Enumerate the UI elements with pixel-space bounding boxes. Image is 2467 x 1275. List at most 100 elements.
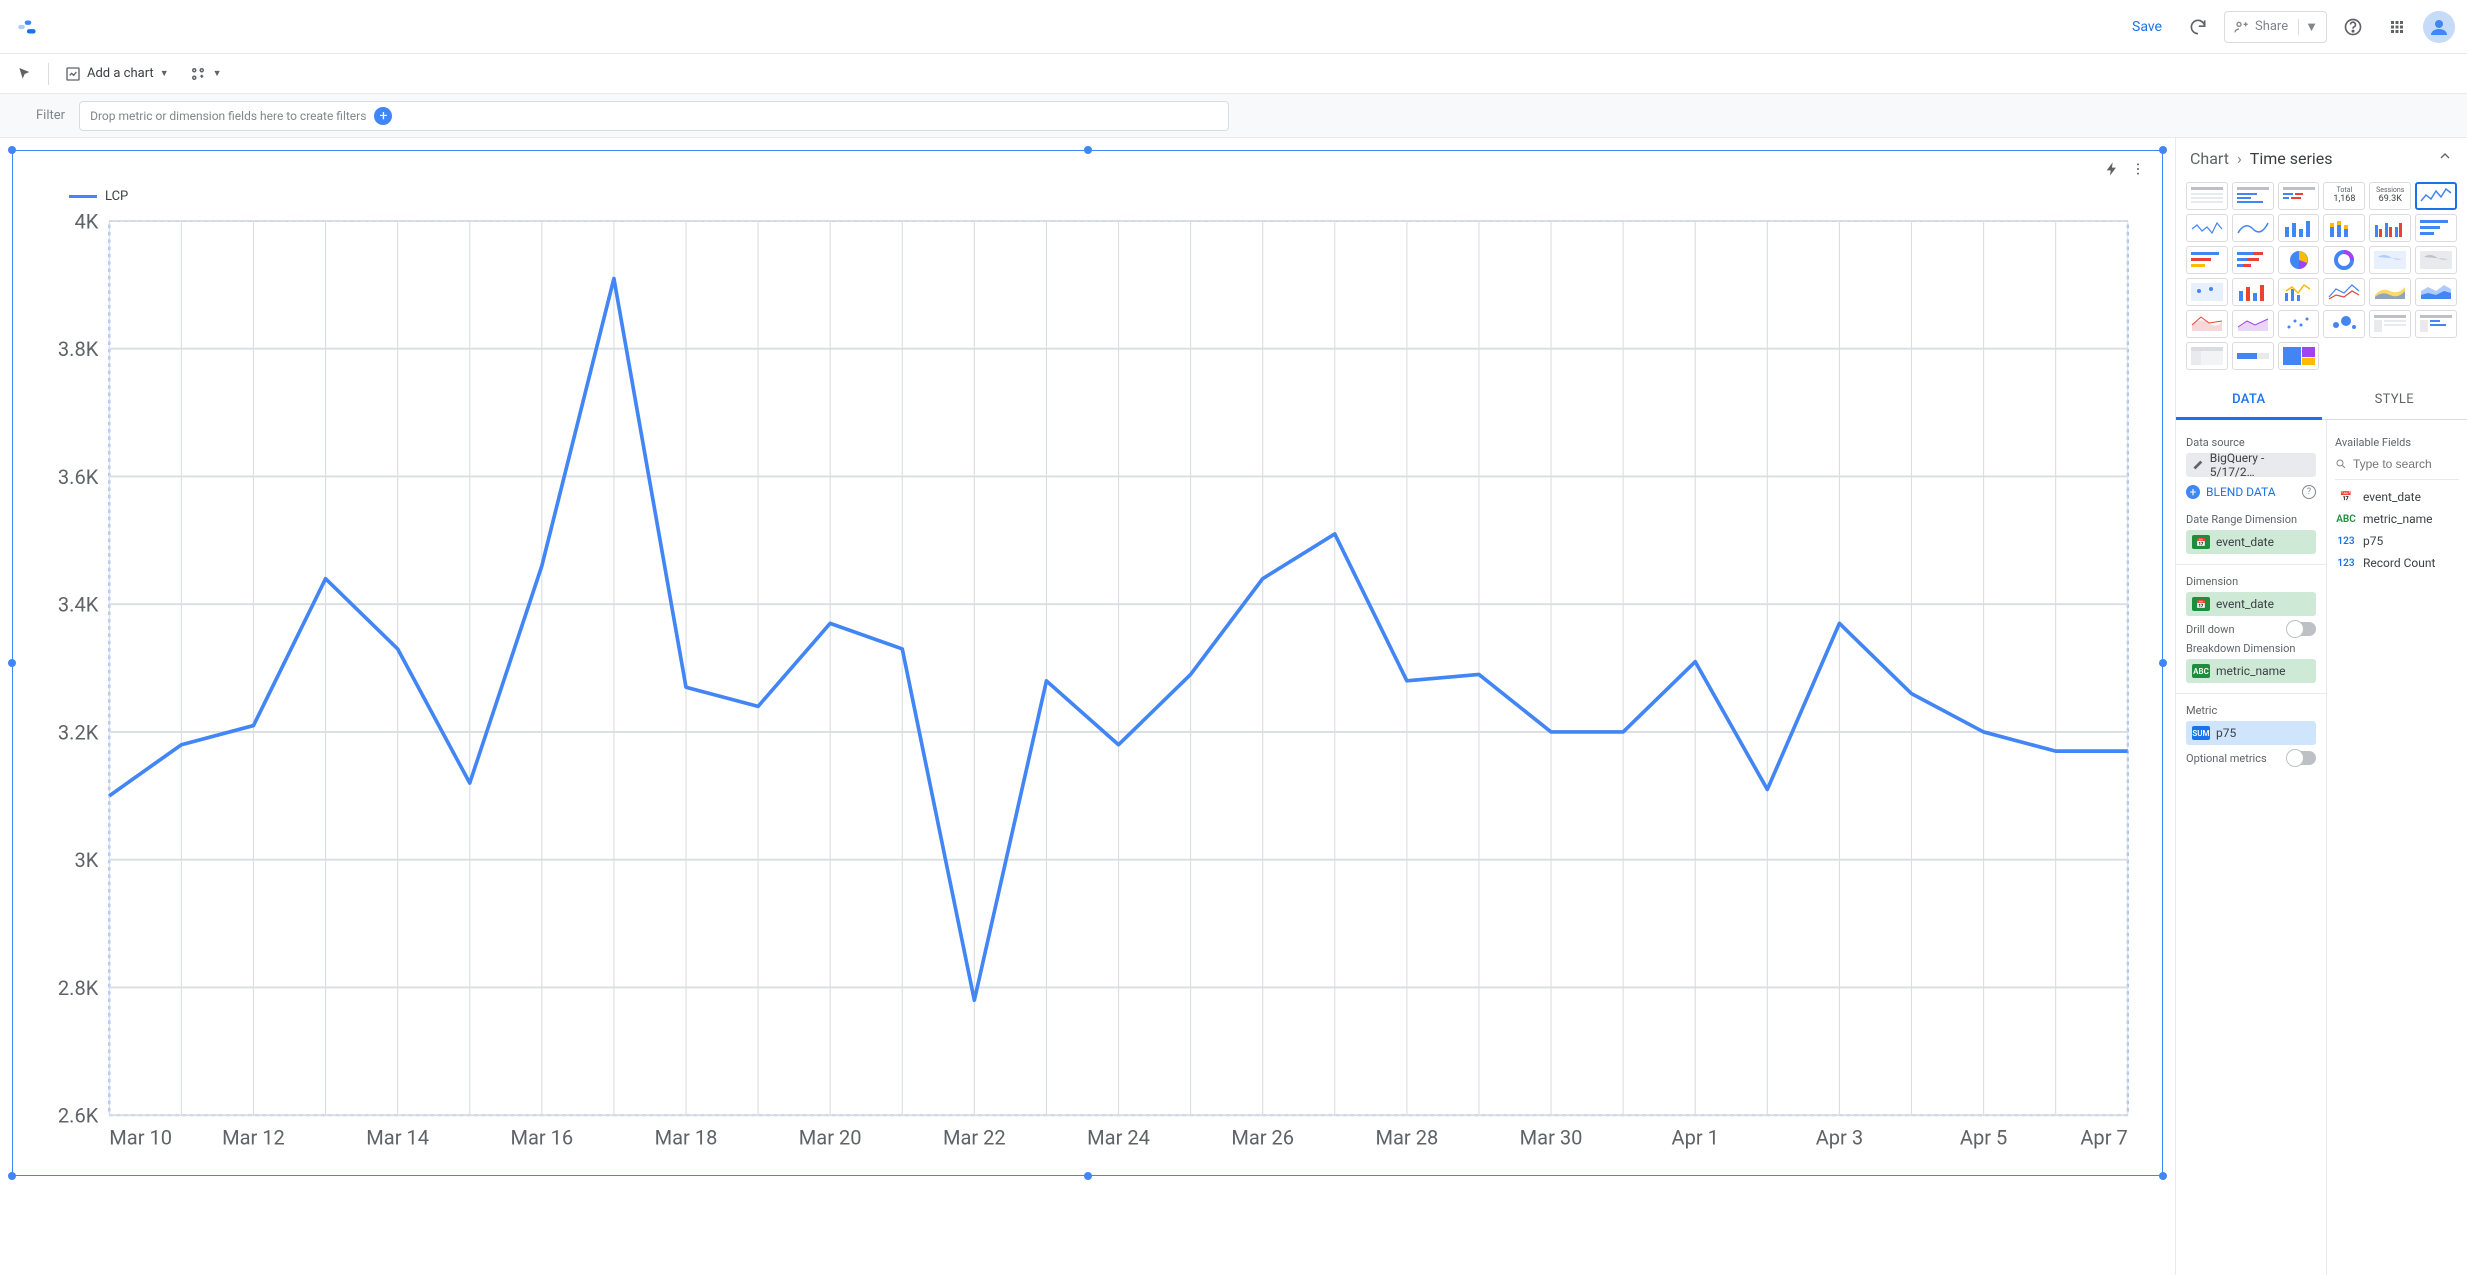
gallery-area-3[interactable] — [2232, 310, 2274, 338]
gallery-table-3[interactable] — [2278, 182, 2320, 210]
gallery-donut[interactable] — [2323, 246, 2365, 274]
chevron-right-icon: › — [2237, 149, 2242, 168]
field-row[interactable]: 123p75 — [2335, 530, 2459, 552]
gallery-pivot-3[interactable] — [2186, 342, 2228, 370]
section-dimension: Dimension — [2186, 575, 2316, 588]
gallery-line-selected[interactable] — [2415, 182, 2457, 210]
add-filter-icon[interactable]: + — [374, 107, 392, 125]
gallery-area-stacked[interactable] — [2415, 278, 2457, 306]
save-button[interactable]: Save — [2122, 13, 2172, 41]
chart-selection[interactable]: LCP 2.6K2.8K3K3.2K3.4K3.6K3.8K4KMar 10Ma… — [12, 150, 2163, 1176]
field-name: metric_name — [2363, 512, 2433, 526]
resize-handle[interactable] — [8, 146, 16, 154]
share-button[interactable]: Share ▼ — [2224, 11, 2327, 43]
gallery-scorecard-total[interactable]: Total1,168 — [2323, 182, 2365, 210]
filter-dropzone[interactable]: Drop metric or dimension fields here to … — [79, 101, 1229, 131]
fields-search-input[interactable] — [2353, 453, 2459, 475]
gallery-sparkline[interactable] — [2186, 214, 2228, 242]
field-row[interactable]: 📅event_date — [2335, 486, 2459, 508]
svg-text:Mar 24: Mar 24 — [1087, 1125, 1150, 1149]
gallery-bullet[interactable] — [2232, 342, 2274, 370]
add-control-button[interactable]: ▼ — [181, 59, 230, 89]
gallery-multi-line[interactable] — [2323, 278, 2365, 306]
gallery-hbar-stacked[interactable] — [2232, 246, 2274, 274]
chevron-down-icon: ▼ — [213, 68, 222, 79]
gallery-hbar[interactable] — [2415, 214, 2457, 242]
data-source-chip[interactable]: BigQuery - 5/17/2… — [2186, 453, 2316, 477]
select-tool[interactable] — [8, 59, 40, 89]
help-icon[interactable]: ? — [2302, 485, 2316, 499]
resize-handle[interactable] — [1084, 146, 1092, 154]
more-icon[interactable] — [2130, 161, 2146, 181]
data-column: Data source BigQuery - 5/17/2… + BLEND D… — [2176, 420, 2327, 1275]
app-logo[interactable] — [12, 11, 44, 43]
field-type-icon: 123 — [2335, 558, 2357, 569]
add-chart-button[interactable]: Add a chart ▼ — [57, 59, 177, 89]
field-type-icon: 123 — [2335, 536, 2357, 547]
gallery-geo-1[interactable] — [2369, 246, 2411, 274]
field-row[interactable]: 123Record Count — [2335, 552, 2459, 574]
gallery-combo[interactable] — [2232, 278, 2274, 306]
share-label: Share — [2255, 19, 2288, 34]
topbar: Save Share ▼ — [0, 0, 2467, 54]
help-icon[interactable] — [2335, 9, 2371, 45]
panel-tabs: DATA STYLE — [2176, 382, 2467, 420]
tab-data[interactable]: DATA — [2176, 382, 2322, 420]
chart-type-gallery: Total1,168 Sessions69.3K — [2176, 178, 2467, 378]
resize-handle[interactable] — [2159, 146, 2167, 154]
filterbar: Filter Drop metric or dimension fields h… — [0, 94, 2467, 138]
svg-text:Apr 3: Apr 3 — [1816, 1125, 1863, 1149]
svg-text:Mar 22: Mar 22 — [943, 1125, 1006, 1149]
right-panel: Chart › Time series Total1,168 Sessions6… — [2175, 138, 2467, 1275]
gallery-pie[interactable] — [2278, 246, 2320, 274]
svg-text:Mar 10: Mar 10 — [109, 1125, 172, 1149]
gallery-table-1[interactable] — [2186, 182, 2228, 210]
gallery-scatter[interactable] — [2278, 310, 2320, 338]
gallery-treemap[interactable] — [2278, 342, 2320, 370]
canvas[interactable]: LCP 2.6K2.8K3K3.2K3.4K3.6K3.8K4KMar 10Ma… — [0, 138, 2175, 1275]
metric-chip[interactable]: SUM p75 — [2186, 721, 2316, 745]
collapse-panel-icon[interactable] — [2437, 148, 2453, 168]
svg-text:Mar 26: Mar 26 — [1231, 1125, 1294, 1149]
gallery-geo-3[interactable] — [2186, 278, 2228, 306]
gallery-geo-2[interactable] — [2415, 246, 2457, 274]
gallery-scorecard-sessions[interactable]: Sessions69.3K — [2369, 182, 2411, 210]
section-breakdown: Breakdown Dimension — [2186, 642, 2316, 655]
gallery-smooth-line[interactable] — [2232, 214, 2274, 242]
gallery-bar-stacked[interactable] — [2323, 214, 2365, 242]
refresh-icon[interactable] — [2180, 9, 2216, 45]
svg-text:Apr 1: Apr 1 — [1672, 1125, 1719, 1149]
legend-swatch — [69, 195, 97, 198]
drill-down-toggle[interactable] — [2288, 622, 2316, 636]
resize-handle[interactable] — [2159, 1172, 2167, 1180]
gallery-table-2[interactable] — [2232, 182, 2274, 210]
breadcrumb-chart[interactable]: Chart — [2190, 149, 2229, 168]
gallery-hbar-multi[interactable] — [2186, 246, 2228, 274]
section-date-dim: Date Range Dimension — [2186, 513, 2316, 526]
field-row[interactable]: ABCmetric_name — [2335, 508, 2459, 530]
breakdown-chip[interactable]: ABC metric_name — [2186, 659, 2316, 683]
resize-handle[interactable] — [2159, 659, 2167, 667]
gallery-area[interactable] — [2369, 278, 2411, 306]
gallery-area-2[interactable] — [2186, 310, 2228, 338]
date-dimension-chip[interactable]: 📅 event_date — [2186, 530, 2316, 554]
gallery-pivot-2[interactable] — [2415, 310, 2457, 338]
avatar[interactable] — [2423, 11, 2455, 43]
resize-handle[interactable] — [8, 659, 16, 667]
gallery-pivot-1[interactable] — [2369, 310, 2411, 338]
gallery-combo-line[interactable] — [2278, 278, 2320, 306]
resize-handle[interactable] — [1084, 1172, 1092, 1180]
resize-handle[interactable] — [8, 1172, 16, 1180]
dimension-chip[interactable]: 📅 event_date — [2186, 592, 2316, 616]
gallery-bar[interactable] — [2278, 214, 2320, 242]
svg-text:Mar 18: Mar 18 — [655, 1125, 718, 1149]
gallery-bubble[interactable] — [2323, 310, 2365, 338]
chevron-down-icon: ▼ — [160, 68, 169, 79]
fields-column: Available Fields 📅event_dateABCmetric_na… — [2327, 420, 2467, 1275]
optional-metrics-toggle[interactable] — [2288, 751, 2316, 765]
apps-icon[interactable] — [2379, 9, 2415, 45]
tab-style[interactable]: STYLE — [2322, 382, 2467, 419]
gallery-bar-multi[interactable] — [2369, 214, 2411, 242]
blend-data-button[interactable]: + BLEND DATA ? — [2186, 481, 2316, 507]
bolt-icon[interactable] — [2104, 161, 2120, 181]
